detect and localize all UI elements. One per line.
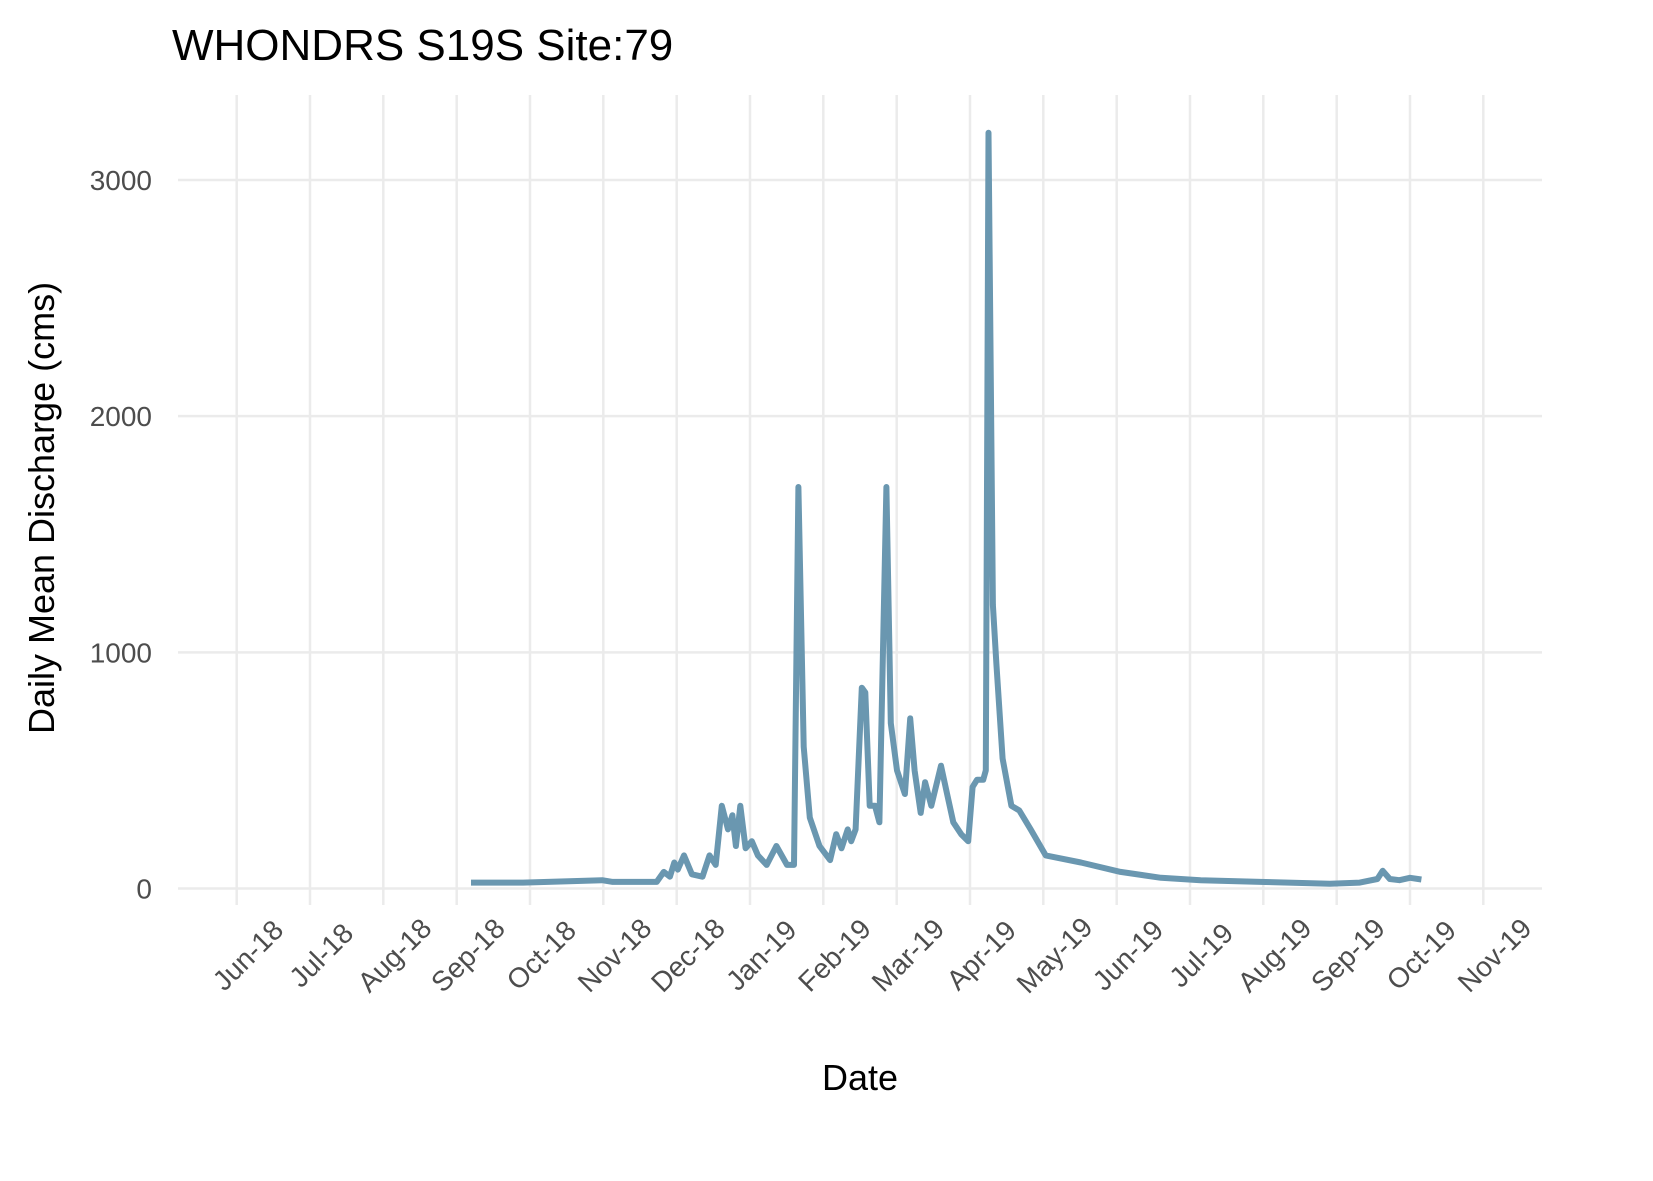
tick-labels: 0100020003000Jun-18Jul-18Aug-18Sep-18Oct… (90, 165, 1538, 999)
y-tick-label: 3000 (90, 165, 152, 196)
y-axis-title: Daily Mean Discharge (cms) (21, 282, 62, 734)
x-tick-label: Feb-19 (792, 913, 877, 998)
x-tick-label: Jul-19 (1163, 917, 1239, 993)
marks (471, 129, 1422, 887)
chart-title: WHONDRS S19S Site:79 (172, 21, 673, 70)
x-tick-label: Oct-18 (501, 915, 582, 996)
y-tick-label: 1000 (90, 637, 152, 668)
x-tick-label: Nov-18 (572, 912, 658, 998)
x-tick-label: Mar-19 (866, 913, 951, 998)
x-tick-label: Jul-18 (283, 917, 359, 993)
x-tick-label: Apr-19 (941, 915, 1022, 996)
x-tick-label: May-19 (1011, 911, 1099, 999)
x-tick-label: Jan-19 (720, 914, 802, 996)
x-tick-label: Aug-18 (352, 912, 438, 998)
y-tick-label: 2000 (90, 401, 152, 432)
x-tick-label: Nov-19 (1452, 912, 1538, 998)
data-line (471, 129, 1422, 887)
x-axis-title: Date (822, 1057, 898, 1098)
y-tick-label: 0 (136, 873, 152, 904)
x-tick-label: Jun-19 (1087, 914, 1169, 996)
x-tick-label: Sep-19 (1305, 912, 1391, 998)
x-tick-label: Jun-18 (207, 914, 289, 996)
x-tick-label: Oct-19 (1381, 915, 1462, 996)
x-tick-label: Aug-19 (1232, 912, 1318, 998)
x-tick-label: Sep-18 (425, 912, 511, 998)
x-tick-label: Dec-18 (645, 912, 731, 998)
